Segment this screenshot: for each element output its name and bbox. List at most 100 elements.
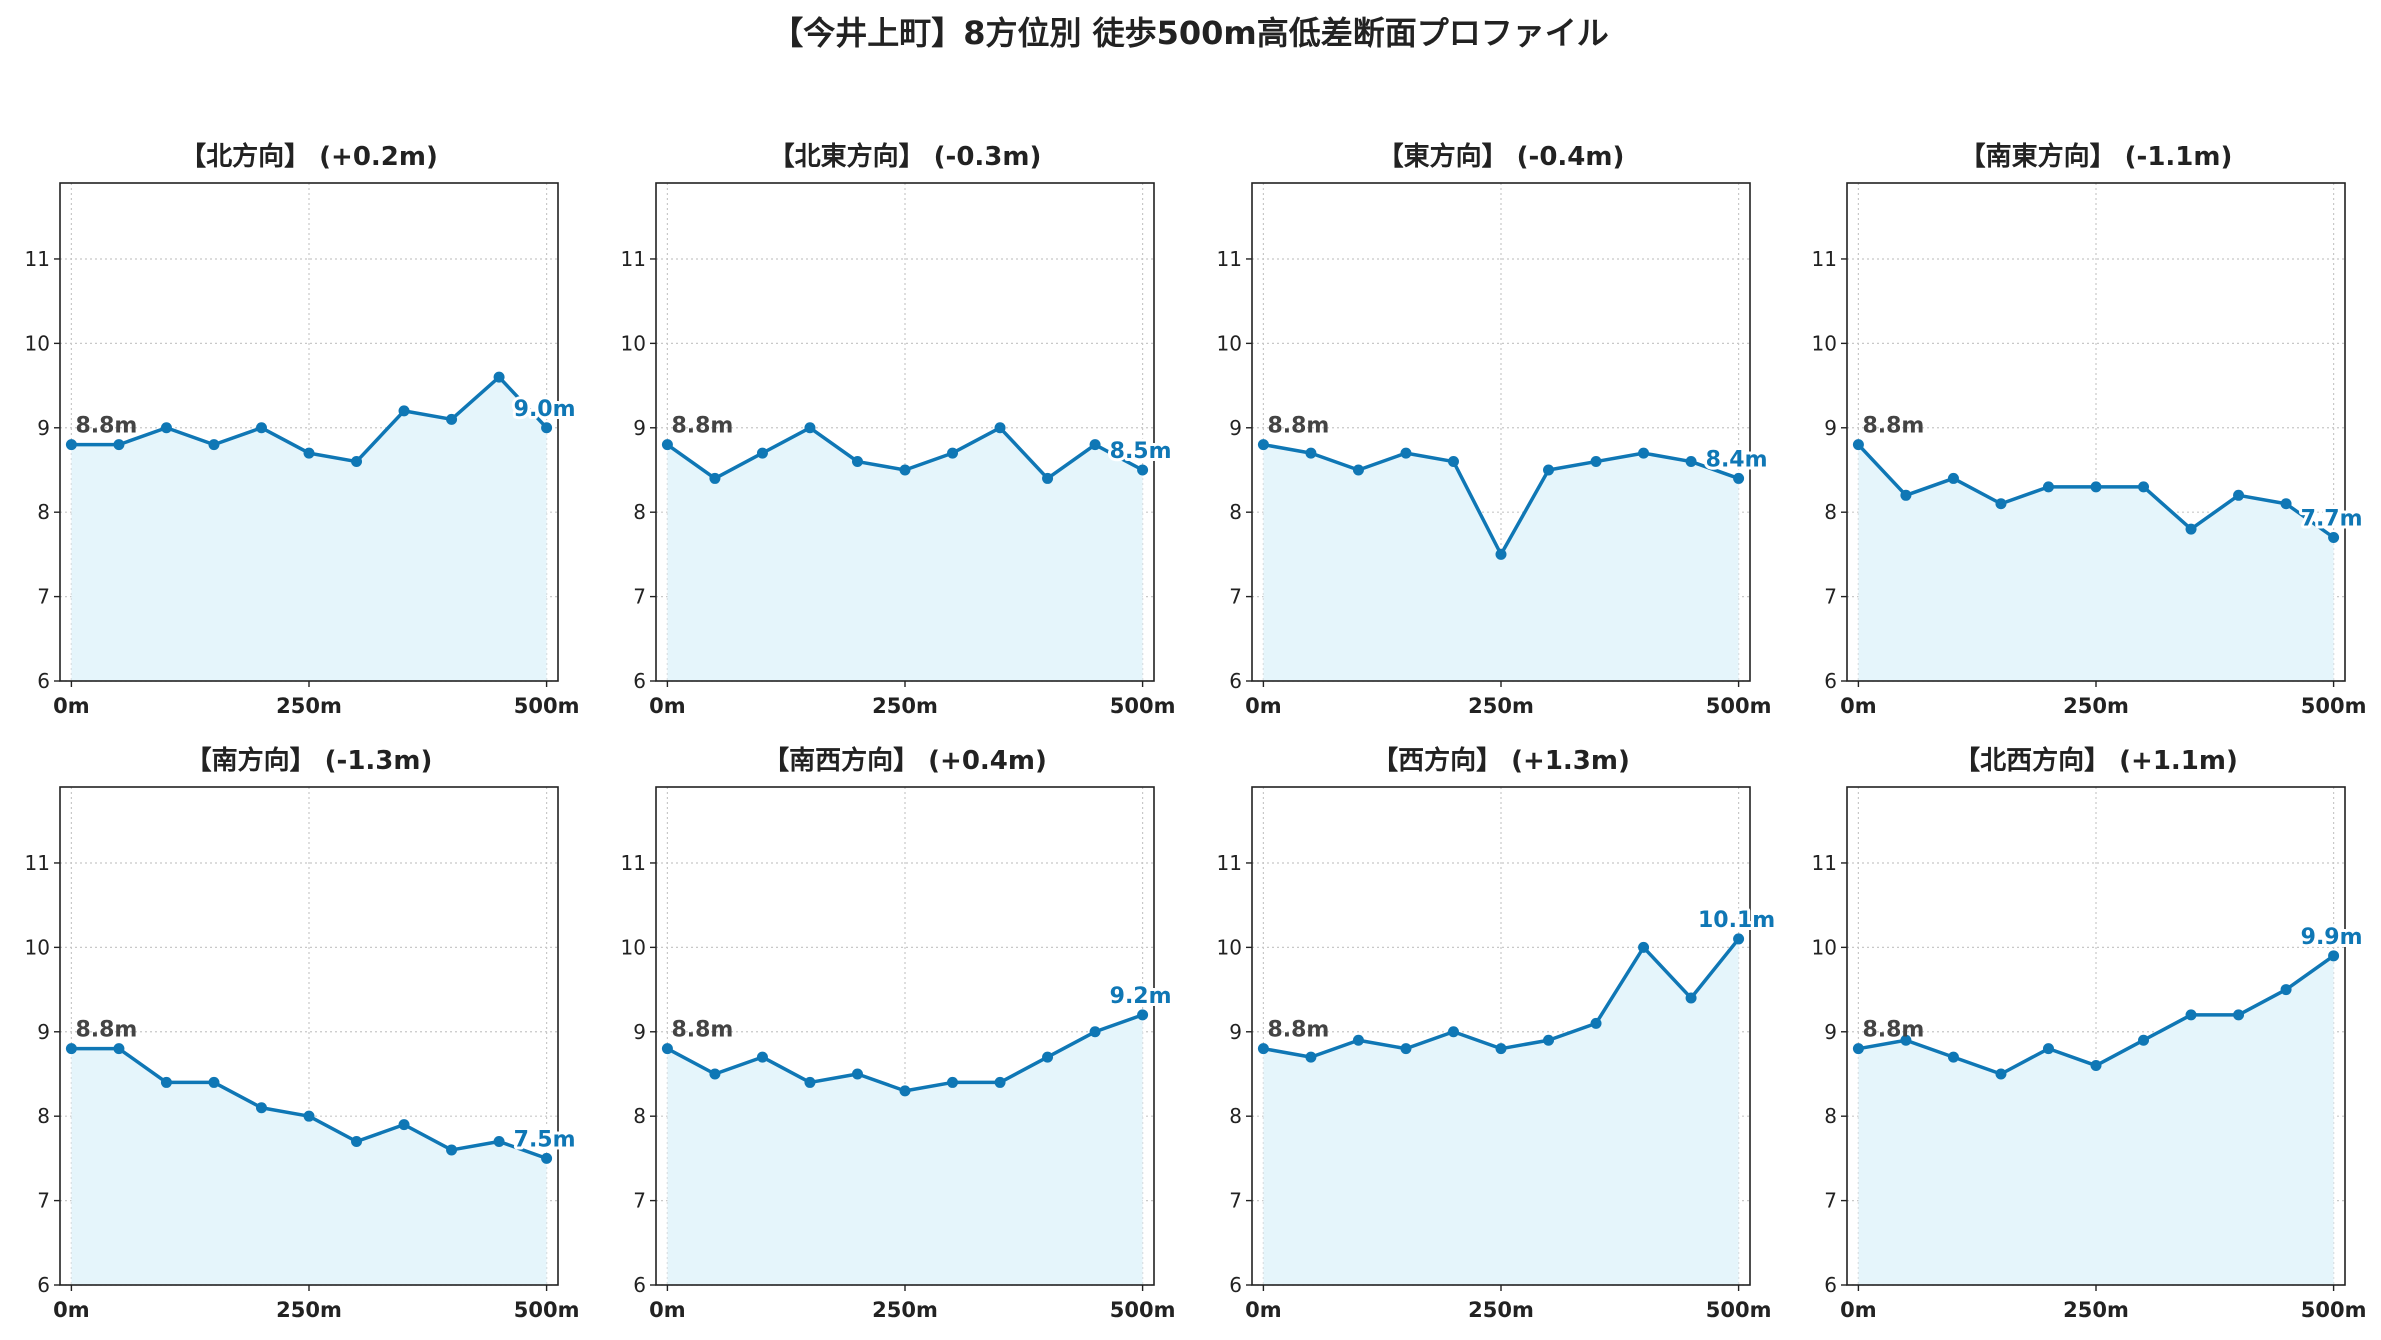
data-point [1900, 489, 1912, 501]
data-point [1947, 1051, 1959, 1063]
data-point [756, 1051, 768, 1063]
end-elevation-label: 8.5m [1110, 439, 1172, 464]
data-point [1305, 447, 1317, 459]
data-point [2042, 481, 2054, 493]
y-tick-label: 6 [633, 669, 646, 693]
data-point [2185, 1009, 2197, 1021]
y-tick-label: 11 [1812, 851, 1837, 875]
x-tick-label: 250m [1468, 1298, 1534, 1322]
data-point [756, 447, 768, 459]
chart-panel: 【南西方向】 (+0.4m) 6 7 8 9 10 11 0m 250m 500m 8.8m 9.2m [621, 745, 1176, 1322]
data-point [1257, 1043, 1269, 1055]
chart-panel: 【北東方向】 (-0.3m) 6 7 8 9 10 11 0m 250m 500m 8.8m 8.5m [621, 141, 1176, 718]
x-tick-label: 500m [1706, 694, 1772, 718]
data-point [2328, 950, 2340, 962]
end-elevation-label: 9.9m [2301, 925, 2363, 950]
y-tick-label: 7 [1824, 1189, 1837, 1213]
y-tick-label: 9 [633, 1020, 646, 1044]
x-tick-label: 0m [649, 1298, 686, 1322]
data-point [160, 422, 172, 434]
y-tick-label: 7 [633, 585, 646, 609]
data-point [899, 1085, 911, 1097]
elevation-area [1858, 955, 2334, 1285]
data-point [1137, 1009, 1149, 1021]
data-point [1947, 472, 1959, 484]
chart-panel: 【東方向】 (-0.4m) 6 7 8 9 10 11 0m 250m 500m 8.8m 8.4m [1217, 141, 1772, 718]
chart-panel: 【北方向】 (+0.2m) 6 7 8 9 10 11 0m 250m 500m 8.8m 9.0m [25, 141, 580, 718]
y-tick-label: 8 [1229, 500, 1242, 524]
data-point [1042, 1051, 1054, 1063]
y-tick-label: 11 [1217, 247, 1242, 271]
x-tick-label: 0m [1245, 694, 1282, 718]
y-tick-label: 10 [1812, 331, 1837, 355]
start-elevation-label: 8.8m [75, 1018, 137, 1043]
data-point [303, 1110, 315, 1122]
x-tick-label: 500m [2301, 1298, 2367, 1322]
x-tick-label: 0m [1245, 1298, 1282, 1322]
data-point [398, 1119, 410, 1131]
start-elevation-label: 8.8m [75, 414, 137, 439]
data-point [1447, 456, 1459, 468]
data-point [255, 422, 267, 434]
data-point [2280, 984, 2292, 996]
data-point [709, 1068, 721, 1080]
data-point [446, 1144, 458, 1156]
data-point [1685, 992, 1697, 1004]
x-tick-label: 250m [1468, 694, 1534, 718]
y-tick-label: 7 [37, 1189, 50, 1213]
data-point [1543, 1034, 1555, 1046]
data-point [113, 1043, 125, 1055]
data-point [2090, 481, 2102, 493]
data-point [1495, 1043, 1507, 1055]
end-elevation-label: 7.5m [514, 1127, 576, 1152]
data-point [1089, 439, 1101, 451]
x-tick-label: 500m [1706, 1298, 1772, 1322]
y-tick-label: 8 [37, 500, 50, 524]
data-point [1042, 472, 1054, 484]
y-tick-label: 10 [621, 331, 646, 355]
data-point [255, 1102, 267, 1114]
y-tick-label: 10 [25, 935, 50, 959]
y-tick-label: 9 [1229, 416, 1242, 440]
end-elevation-label: 9.0m [514, 397, 576, 422]
data-point [208, 439, 220, 451]
y-tick-label: 9 [633, 416, 646, 440]
data-point [661, 1043, 673, 1055]
elevation-area [1858, 444, 2334, 681]
y-tick-label: 8 [1824, 1104, 1837, 1128]
end-elevation-label: 10.1m [1698, 908, 1775, 933]
data-point [351, 456, 363, 468]
start-elevation-label: 8.8m [671, 1018, 733, 1043]
data-point [2185, 523, 2197, 535]
y-tick-label: 6 [1824, 1273, 1837, 1297]
y-tick-label: 7 [1229, 585, 1242, 609]
y-tick-label: 11 [621, 247, 646, 271]
y-tick-label: 11 [1217, 851, 1242, 875]
data-point [113, 439, 125, 451]
elevation-area [667, 1014, 1143, 1285]
start-elevation-label: 8.8m [1862, 1018, 1924, 1043]
data-point [541, 1152, 553, 1164]
y-tick-label: 10 [621, 935, 646, 959]
start-elevation-label: 8.8m [1267, 414, 1329, 439]
x-tick-label: 250m [2063, 694, 2129, 718]
data-point [208, 1076, 220, 1088]
data-point [804, 422, 816, 434]
y-tick-label: 7 [633, 1189, 646, 1213]
y-tick-label: 8 [633, 500, 646, 524]
data-point [1305, 1051, 1317, 1063]
data-point [1352, 464, 1364, 476]
elevation-area [1263, 444, 1739, 681]
data-point [947, 1076, 959, 1088]
data-point [1590, 456, 1602, 468]
data-point [1733, 472, 1745, 484]
data-point [493, 1136, 505, 1148]
chart-title: 【南東方向】 (-1.1m) [1960, 141, 2233, 172]
y-tick-label: 7 [1229, 1189, 1242, 1213]
data-point [65, 1043, 77, 1055]
data-point [1352, 1034, 1364, 1046]
x-tick-label: 0m [1840, 694, 1877, 718]
y-tick-label: 11 [25, 851, 50, 875]
chart-panel: 【南東方向】 (-1.1m) 6 7 8 9 10 11 0m 250m 500m 8.8m 7.7m [1812, 141, 2367, 718]
